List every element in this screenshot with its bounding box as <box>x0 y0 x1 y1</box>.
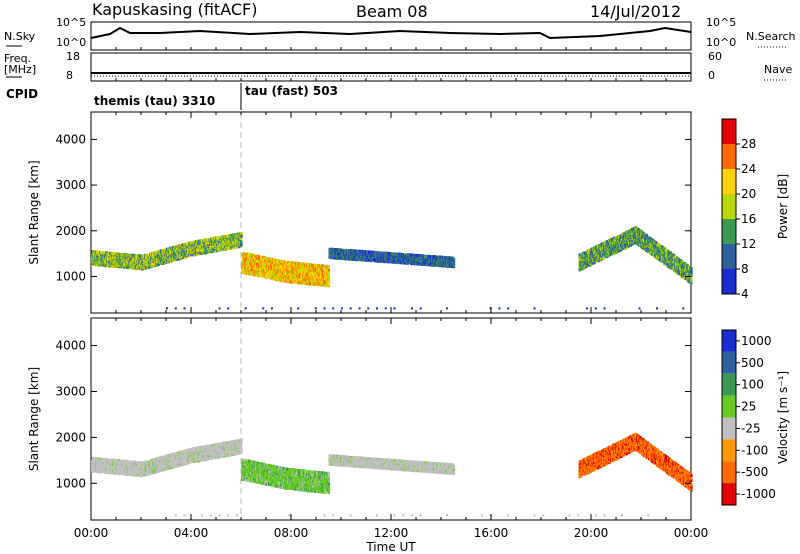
echo-cell <box>122 253 125 257</box>
echo-cell <box>101 251 104 255</box>
velocity-panel-frame <box>90 317 692 521</box>
echo-cell <box>111 252 114 256</box>
echo-cell <box>113 252 116 256</box>
echo-cell <box>201 249 204 253</box>
echo-cell <box>162 261 166 265</box>
echo-cell <box>153 258 156 262</box>
echo-cell <box>191 240 194 244</box>
echo-cell <box>179 255 182 259</box>
echo-cell <box>240 231 243 235</box>
freq-panel-frame <box>90 52 692 82</box>
echo-cell <box>206 238 209 241</box>
echo-cell <box>118 253 121 256</box>
echo-cell <box>147 254 151 257</box>
echo-cell <box>177 254 180 258</box>
echo-cell <box>124 263 127 267</box>
echo-cell <box>240 240 243 244</box>
echo-cell <box>159 259 162 262</box>
echo-cell <box>191 250 194 254</box>
echo-cell <box>174 245 177 249</box>
echo-cell <box>216 236 219 240</box>
power-panel-frame <box>90 111 692 314</box>
echo-cell <box>138 254 141 258</box>
echo-cell <box>139 254 142 258</box>
echo-cell <box>203 238 206 242</box>
echo-cell <box>147 265 151 269</box>
echo-cell <box>197 239 201 243</box>
echo-cell <box>111 264 114 268</box>
echo-cell <box>209 249 212 253</box>
echo-cell <box>98 263 101 267</box>
echo-cell <box>327 268 331 272</box>
power-heatmap <box>91 226 693 310</box>
echo-cell <box>167 250 170 254</box>
echo-cell <box>327 265 331 269</box>
echo-cell <box>149 259 152 263</box>
echo-cell <box>91 256 94 260</box>
nsky-trace <box>90 26 692 40</box>
echo-cell <box>96 250 99 254</box>
